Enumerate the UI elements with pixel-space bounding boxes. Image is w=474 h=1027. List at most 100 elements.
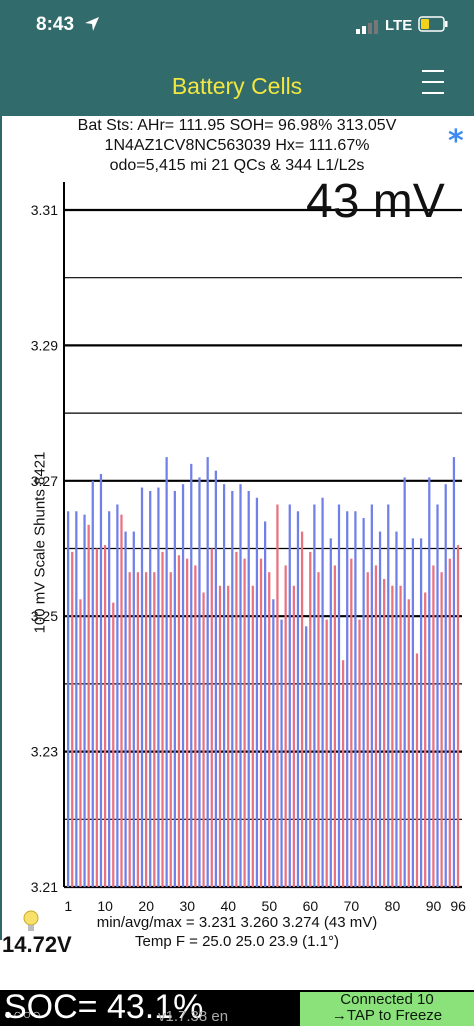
cell-bar	[239, 484, 242, 887]
x-tick-label: 40	[221, 898, 237, 914]
cell-bar	[284, 565, 287, 887]
cell-bar	[149, 490, 152, 887]
cell-bar	[391, 585, 394, 887]
cell-bar	[337, 504, 341, 887]
cell-bar	[210, 548, 213, 887]
cell-bar	[325, 619, 328, 887]
bulb-icon[interactable]	[22, 910, 40, 934]
cell-bar	[432, 565, 435, 887]
x-tick-label: 80	[385, 898, 401, 914]
cell-bar	[259, 558, 263, 887]
vin-line: 1N4AZ1CV8NC563039 Hx= 111.67%	[104, 137, 370, 154]
cell-bar	[419, 538, 423, 887]
cell-bar	[280, 619, 283, 887]
cell-bar	[157, 487, 160, 887]
cell-bar	[268, 572, 271, 887]
cell-bar	[194, 565, 197, 887]
cell-bar	[95, 548, 98, 887]
cell-bar	[177, 555, 181, 887]
x-tick-label: 90	[426, 898, 442, 914]
cell-bar	[415, 653, 419, 887]
cell-bar	[362, 518, 365, 887]
y-tick-label: 3.25	[31, 608, 58, 624]
pack-voltage: 14.72V	[2, 932, 72, 957]
cell-bar	[399, 585, 402, 887]
cell-bar	[83, 514, 86, 887]
network-label: LTE	[385, 17, 413, 34]
cell-bar	[153, 572, 156, 887]
cell-bar	[108, 511, 111, 887]
cell-bar	[411, 538, 415, 887]
x-tick-label: 30	[179, 898, 195, 914]
spread-label: 43 mV	[306, 175, 445, 228]
cell-bar	[198, 477, 201, 887]
cell-bar	[202, 592, 205, 887]
cell-bar	[190, 463, 193, 887]
cell-bar	[300, 531, 304, 887]
connect-button[interactable]: Connected 10 →TAP to Freeze	[300, 992, 474, 1026]
cell-bar	[276, 504, 279, 887]
x-tick-label: 1	[64, 898, 72, 914]
cell-bar	[71, 551, 74, 887]
cell-bar	[132, 531, 135, 887]
cell-bar	[292, 585, 295, 887]
battery-icon	[418, 16, 448, 32]
cell-bar	[206, 457, 209, 887]
x-tick-label: 10	[97, 898, 113, 914]
cell-bar	[321, 497, 324, 887]
page-title: Battery Cells	[171, 73, 303, 99]
cell-bar	[165, 457, 168, 887]
cell-bar	[313, 504, 316, 887]
cell-bar	[305, 626, 308, 887]
cell-bar	[251, 585, 254, 887]
cell-bar	[370, 504, 373, 887]
cell-bar	[222, 484, 226, 887]
cell-bar	[288, 504, 291, 887]
cell-bar	[296, 511, 300, 887]
asterisk-icon[interactable]: *	[448, 124, 464, 159]
cell-bar	[243, 558, 246, 887]
cell-bar	[448, 558, 451, 887]
cell-bar	[452, 457, 456, 887]
cell-bar	[75, 511, 78, 887]
x-tick-label: 60	[303, 898, 319, 914]
cell-bar	[112, 602, 115, 887]
min-avg-max-line: min/avg/max = 3.231 3.260 3.274 (43 mV)	[96, 914, 378, 931]
cell-bar	[181, 484, 185, 887]
cell-bar	[214, 470, 218, 887]
battery-status-line: Bat Sts: AHr= 111.95 SOH= 96.98% 313.05V	[77, 117, 397, 134]
y-tick-label: 3.29	[31, 337, 58, 353]
cell-bar	[173, 490, 176, 887]
cell-bar	[120, 514, 123, 887]
cell-bar	[440, 572, 443, 887]
y-tick-label: 3.23	[31, 744, 58, 760]
temperature-line: Temp F = 25.0 25.0 23.9 (1.1°)	[134, 933, 340, 950]
cell-bar	[128, 572, 131, 887]
cell-bar	[79, 599, 82, 887]
cell-bar	[346, 511, 349, 887]
cell-bar	[309, 551, 312, 887]
status-time: 8:43	[36, 14, 75, 35]
cell-bar	[358, 619, 361, 887]
x-tick-label: 96	[450, 898, 466, 914]
cell-bar	[407, 599, 410, 887]
cell-bar	[366, 572, 369, 887]
location-arrow-icon	[85, 17, 99, 31]
cell-bar	[161, 551, 164, 887]
page-dots: ●○○○	[4, 1006, 42, 1022]
cell-bar	[333, 565, 337, 887]
cell-bar	[136, 572, 140, 887]
cell-bar	[91, 480, 94, 887]
cell-bar	[350, 558, 353, 887]
cell-bar	[341, 660, 345, 887]
cell-bar	[169, 572, 172, 887]
menu-icon[interactable]	[422, 68, 446, 98]
version-label: v1.7.38 en	[158, 1008, 229, 1025]
cell-bar	[428, 477, 431, 887]
header-bar	[0, 0, 474, 116]
cell-bar	[424, 592, 427, 887]
cell-bar	[354, 511, 357, 887]
cell-bar	[272, 599, 275, 887]
x-tick-label: 50	[262, 898, 278, 914]
odometer-line: odo=5,415 mi 21 QCs & 344 L1/L2s	[109, 157, 365, 174]
